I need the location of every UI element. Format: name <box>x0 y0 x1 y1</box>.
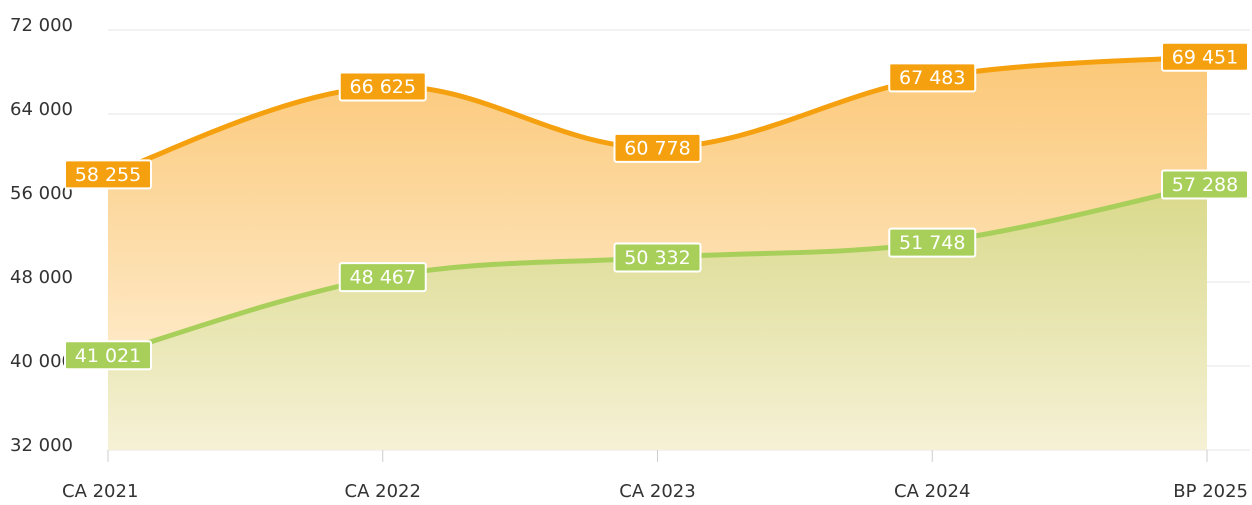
value-label: 41 021 <box>75 345 141 367</box>
value-label-box <box>613 132 702 163</box>
x-tick-label: CA 2022 <box>345 481 421 502</box>
y-tick-label: 72 000 <box>10 15 73 36</box>
y-tick-label: 32 000 <box>10 435 73 456</box>
value-label: 50 332 <box>624 247 690 269</box>
value-label-box <box>1161 169 1249 200</box>
value-label: 48 467 <box>350 267 416 289</box>
value-label: 58 255 <box>75 164 141 186</box>
value-label: 69 451 <box>1172 46 1238 68</box>
x-tick-label: CA 2021 <box>62 481 138 502</box>
value-label: 57 288 <box>1172 174 1238 196</box>
x-tick-label: CA 2023 <box>619 481 695 502</box>
value-label: 66 625 <box>350 76 416 98</box>
value-label: 60 778 <box>624 137 690 159</box>
x-tick-label: CA 2024 <box>894 481 970 502</box>
y-tick-label: 40 000 <box>10 351 73 372</box>
y-tick-label: 56 000 <box>10 183 73 204</box>
value-label: 67 483 <box>899 67 965 89</box>
y-tick-label: 64 000 <box>10 99 73 120</box>
value-label-box <box>613 242 702 273</box>
value-label-box <box>338 262 427 293</box>
value-label-box <box>888 227 977 258</box>
value-label-box <box>888 62 977 93</box>
y-tick-label: 48 000 <box>10 267 73 288</box>
value-label-box <box>64 340 152 371</box>
value-label: 51 748 <box>899 232 965 254</box>
x-tick-label: BP 2025 <box>1173 481 1248 502</box>
value-label-box <box>1161 41 1249 72</box>
value-label-box <box>338 71 427 102</box>
value-label-box <box>64 159 152 190</box>
